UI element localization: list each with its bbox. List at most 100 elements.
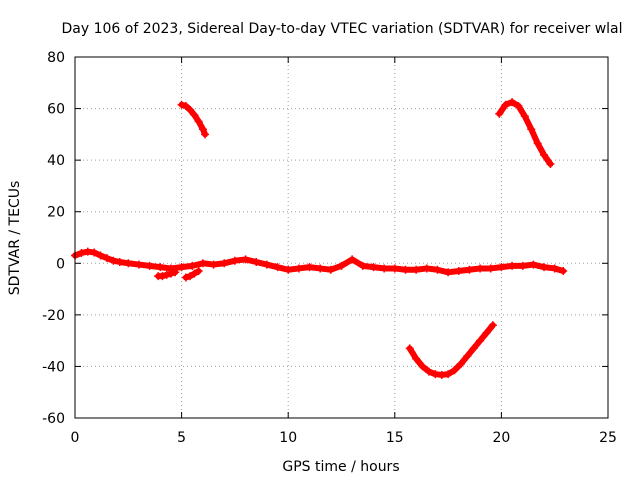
data-point <box>540 150 549 159</box>
y-tick-label: -40 <box>42 359 65 375</box>
data-point <box>520 112 529 121</box>
data-point <box>550 264 559 273</box>
data-point <box>437 370 446 379</box>
data-point <box>412 265 421 274</box>
data-point <box>83 247 92 256</box>
grid <box>75 57 608 418</box>
data-point <box>181 273 190 282</box>
data-point <box>171 268 180 277</box>
data-point <box>518 261 527 270</box>
axis-ticks: 0 5 10 15 20 25 -60 -40 -20 0 20 40 60 80 <box>42 50 617 446</box>
data-point <box>433 265 442 274</box>
x-tick-label: 25 <box>599 430 617 446</box>
data-point <box>134 260 143 269</box>
data-point <box>501 100 510 109</box>
data-point <box>156 263 165 272</box>
data-point <box>469 344 478 353</box>
data-point <box>77 248 86 257</box>
data-point <box>294 264 303 273</box>
y-tick-label: 60 <box>47 102 65 118</box>
data-point <box>497 263 506 272</box>
data-point <box>431 370 440 379</box>
data-point <box>405 344 414 353</box>
data-point <box>90 248 99 257</box>
data-point <box>444 268 453 277</box>
data-point <box>190 269 199 278</box>
x-tick-label: 5 <box>177 430 186 446</box>
data-point <box>158 272 167 281</box>
data-point <box>198 125 207 134</box>
data-point <box>273 263 282 272</box>
data-point <box>495 109 504 118</box>
x-axis-label: GPS time / hours <box>282 459 399 475</box>
data-point <box>533 139 542 148</box>
x-tick-label: 15 <box>386 430 404 446</box>
data-point <box>96 251 105 260</box>
data-point <box>482 328 491 337</box>
data-point <box>316 264 325 273</box>
data-point <box>177 100 186 109</box>
data-point <box>476 264 485 273</box>
data-point <box>337 261 346 270</box>
data-point <box>305 263 314 272</box>
data-point <box>177 263 186 272</box>
data-point <box>508 98 517 107</box>
data-point <box>220 259 229 268</box>
data-point <box>186 105 195 114</box>
data-point <box>284 265 293 274</box>
data-point <box>201 130 210 139</box>
data-point <box>145 261 154 270</box>
data-point <box>198 259 207 268</box>
data-point <box>358 261 367 270</box>
data-point <box>508 261 517 270</box>
data-point <box>262 260 271 269</box>
series-dip-17h <box>406 322 496 378</box>
data-point <box>412 354 421 363</box>
x-tick-label: 20 <box>492 430 510 446</box>
data-point <box>190 111 199 120</box>
data-point <box>230 256 239 265</box>
data-point <box>166 269 175 278</box>
data-point <box>209 260 218 269</box>
data-point <box>465 265 474 274</box>
y-tick-label: 0 <box>56 256 65 272</box>
data-point <box>102 254 111 263</box>
data-point <box>463 352 472 361</box>
y-axis-label: SDTVAR / TECUs <box>7 181 23 296</box>
y-tick-label: 80 <box>47 50 65 66</box>
data-point <box>162 270 171 279</box>
data-point <box>369 263 378 272</box>
data-point <box>241 255 250 264</box>
data-point <box>476 336 485 345</box>
data-points <box>71 98 568 379</box>
data-point <box>194 267 203 276</box>
x-tick-label: 10 <box>279 430 297 446</box>
data-point <box>450 366 459 375</box>
data-point <box>194 117 203 126</box>
data-point <box>444 370 453 379</box>
data-point <box>529 260 538 269</box>
y-tick-label: 40 <box>47 153 65 169</box>
plot-frame <box>74 56 609 419</box>
data-point <box>326 265 335 274</box>
data-point <box>390 264 399 273</box>
data-point <box>546 160 555 169</box>
y-tick-label: -20 <box>42 308 65 324</box>
data-point <box>181 101 190 110</box>
data-point <box>540 263 549 272</box>
data-point <box>348 255 357 264</box>
x-tick-label: 0 <box>71 430 80 446</box>
data-point <box>486 264 495 273</box>
data-point <box>418 362 427 371</box>
data-point <box>115 257 124 266</box>
data-point <box>188 261 197 270</box>
data-point <box>527 125 536 134</box>
data-point <box>424 367 433 376</box>
y-tick-label: -60 <box>42 411 65 427</box>
data-point <box>186 272 195 281</box>
data-point <box>559 267 568 276</box>
chart-title: Day 106 of 2023, Sidereal Day-to-day VTE… <box>61 21 622 37</box>
data-point <box>456 359 465 368</box>
data-point <box>109 256 118 265</box>
